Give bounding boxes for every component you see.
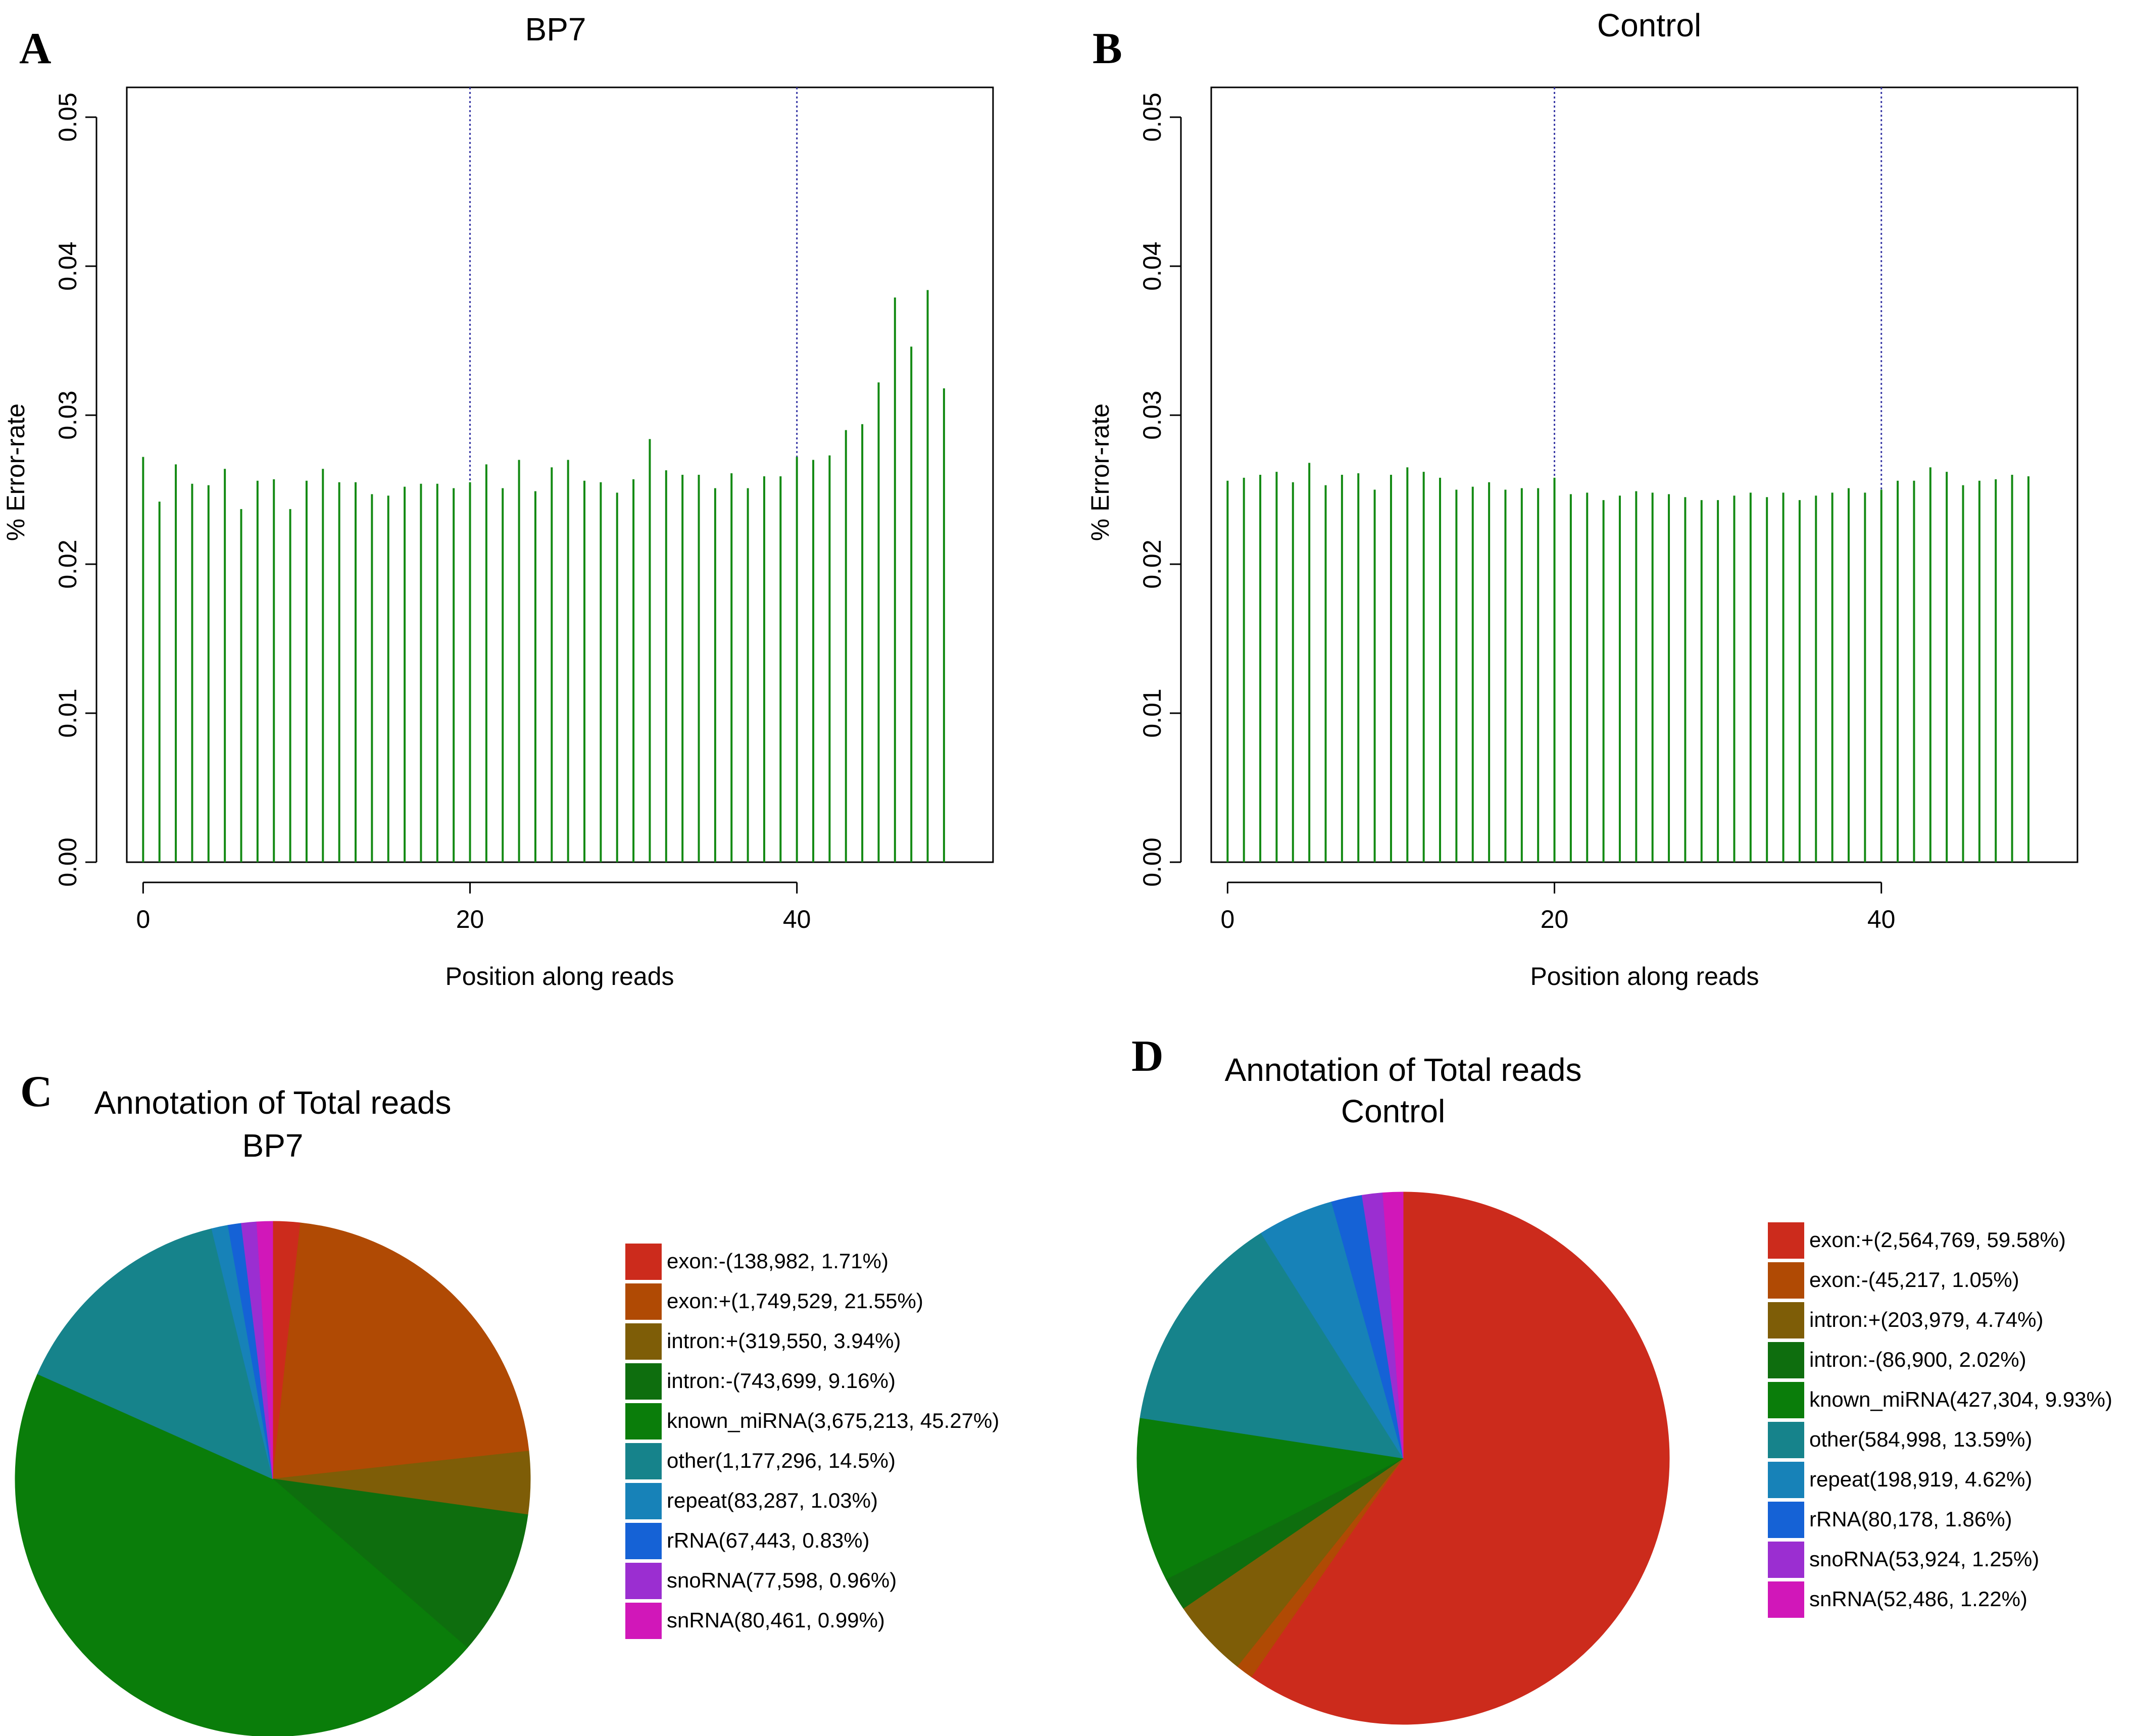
legend-swatch [625,1323,662,1360]
legend-swatch [1768,1342,1804,1378]
y-tick-label: 0.01 [1138,688,1166,737]
plot-frame [126,86,994,863]
error-rate-chart-bp7: BP7 0 20 40 0.00 0.01 0.02 0.03 0.04 0.05 Positi… [2,11,994,990]
panel-letter-c: C [20,1067,53,1116]
legend-label: snRNA(52,486, 1.22%) [1809,1587,2027,1611]
pie-slice [272,1222,529,1479]
y-axis-label: % Error-rate [1086,404,1114,541]
pie-slice [1382,1192,1404,1459]
pie-slice [1136,1417,1404,1580]
legend-label: snoRNA(53,924, 1.25%) [1809,1547,2039,1571]
plot-frame [1210,86,2078,863]
y-tick-label: 0.05 [54,92,82,141]
annotation-pie-bp7: Annotation of Total reads BP7 exon:-(138… [15,1084,999,1736]
legend-swatch [1768,1462,1804,1498]
panel-letter-d: D [1131,1032,1164,1081]
legend-swatch [1768,1382,1804,1418]
legend-label: other(584,998, 13.59%) [1809,1427,2032,1451]
x-tick-label: 20 [456,905,484,933]
x-tick-label: 40 [783,905,811,933]
panel-letter-b: B [1093,24,1122,73]
pie-slice [1260,1201,1404,1459]
y-tick-label: 0.04 [54,241,82,290]
x-tick-label: 40 [1867,905,1896,933]
legend-swatch [625,1523,662,1559]
legend-label: snRNA(80,461, 0.99%) [667,1608,885,1632]
legend-label: rRNA(67,443, 0.83%) [667,1528,870,1552]
pie-slice [1183,1458,1404,1667]
pie-title-line1: Annotation of Total reads [94,1084,452,1121]
y-axis-label: % Error-rate [2,404,30,541]
x-tick-label: 0 [136,905,150,933]
legend-label: other(1,177,296, 14.5%) [667,1449,896,1472]
legend-label: intron:+(203,979, 4.74%) [1809,1308,2043,1331]
pie-slice [256,1221,273,1479]
pie-title-line2: BP7 [242,1127,304,1164]
chart-title: BP7 [525,11,586,47]
y-tick-label: 0.00 [54,837,82,886]
legend-swatch [1768,1302,1804,1338]
legend-swatch [625,1443,662,1479]
legend-swatch [1768,1502,1804,1538]
legend-swatch [625,1483,662,1519]
pie-slice [15,1373,468,1736]
legend-label: intron:+(319,550, 3.94%) [667,1329,901,1353]
legend-swatch [625,1363,662,1400]
x-tick-label: 0 [1220,905,1234,933]
pie-slice [1140,1232,1404,1459]
pie-slice [1251,1192,1670,1725]
legend-label: exon:-(45,217, 1.05%) [1809,1268,2019,1292]
pie-title-line2: Control [1341,1093,1445,1129]
legend-label: exon:-(138,982, 1.71%) [667,1249,888,1273]
error-rate-chart-control: Control 0 20 40 0.00 0.01 0.02 0.03 0.04 0.05 Po… [1086,7,2078,990]
pie-slice [37,1228,273,1479]
y-tick-label: 0.02 [1138,539,1166,588]
y-tick-label: 0.02 [54,539,82,588]
legend-swatch [1768,1542,1804,1578]
legend-label: exon:+(2,564,769, 59.58%) [1809,1228,2066,1252]
legend-label: repeat(83,287, 1.03%) [667,1489,878,1512]
y-tick-label: 0.05 [1138,92,1166,141]
legend-label: known_miRNA(427,304, 9.93%) [1809,1387,2112,1411]
legend-label: repeat(198,919, 4.62%) [1809,1467,2032,1491]
legend-swatch [625,1603,662,1639]
legend-swatch [625,1563,662,1599]
chart-title: Control [1597,7,1701,43]
pie-slice [272,1478,528,1649]
x-axis-label: Position along reads [445,962,674,990]
y-tick-label: 0.01 [54,688,82,737]
y-tick-label: 0.04 [1138,241,1166,290]
legend-swatch [625,1244,662,1280]
legend-swatch [1768,1262,1804,1299]
y-tick-label: 0.00 [1138,837,1166,886]
legend-swatch [625,1403,662,1440]
pie-title-line1: Annotation of Total reads [1225,1052,1582,1088]
x-axis-label: Position along reads [1530,962,1759,990]
legend-swatch [1768,1422,1804,1458]
legend-swatch [1768,1581,1804,1618]
legend-label: intron:-(86,900, 2.02%) [1809,1348,2026,1371]
legend-label: rRNA(80,178, 1.86%) [1809,1507,2012,1531]
panel-letter-a: A [19,24,52,73]
legend-label: snoRNA(77,598, 0.96%) [667,1568,897,1592]
legend-label: intron:-(743,699, 9.16%) [667,1369,896,1393]
y-tick-label: 0.03 [1138,390,1166,439]
x-tick-label: 20 [1541,905,1569,933]
legend-swatch [625,1283,662,1320]
legend-label: exon:+(1,749,529, 21.55%) [667,1289,923,1313]
legend-label: known_miRNA(3,675,213, 45.27%) [667,1409,999,1432]
y-tick-label: 0.03 [54,390,82,439]
legend-swatch [1768,1222,1804,1259]
annotation-pie-control: Annotation of Total reads Control exon:+… [1136,1052,2112,1725]
